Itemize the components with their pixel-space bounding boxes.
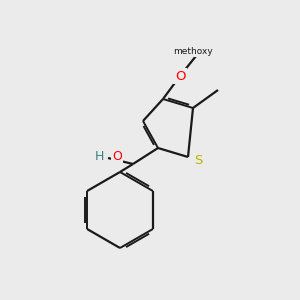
Text: H: H: [94, 149, 104, 163]
Text: O: O: [112, 149, 122, 163]
Text: S: S: [194, 154, 202, 166]
Text: O: O: [175, 70, 185, 83]
Text: methoxy: methoxy: [173, 47, 213, 56]
